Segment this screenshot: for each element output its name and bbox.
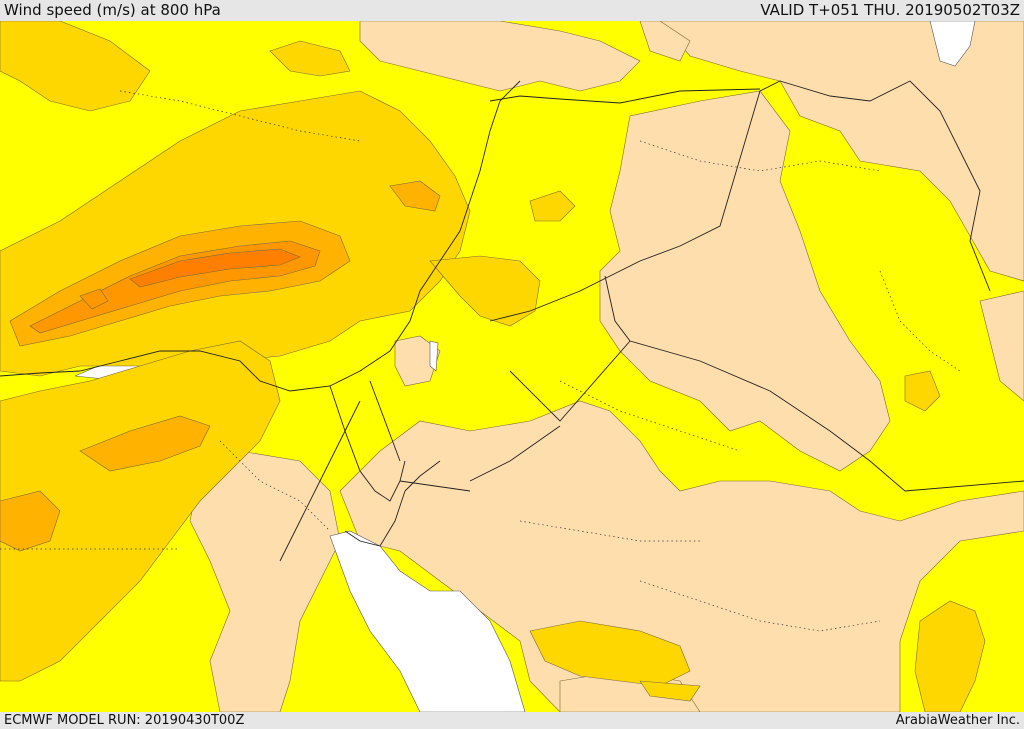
map-title: Wind speed (m/s) at 800 hPa (4, 1, 221, 19)
borders (279, 80, 1024, 562)
valid-time: VALID T+051 THU. 20190502T03Z (760, 1, 1020, 19)
model-run: ECMWF MODEL RUN: 20190430T00Z (4, 713, 245, 728)
very-strong-regions (129, 248, 301, 288)
calm-regions (189, 21, 1024, 712)
credit: ArabiaWeather Inc. (895, 713, 1020, 728)
header-bar: Wind speed (m/s) at 800 hPa VALID T+051 … (0, 0, 1024, 21)
admin-boundaries (0, 90, 961, 632)
wind-speed-map (0, 21, 1024, 712)
footer-bar: ECMWF MODEL RUN: 20190430T00Z ArabiaWeat… (0, 712, 1024, 729)
